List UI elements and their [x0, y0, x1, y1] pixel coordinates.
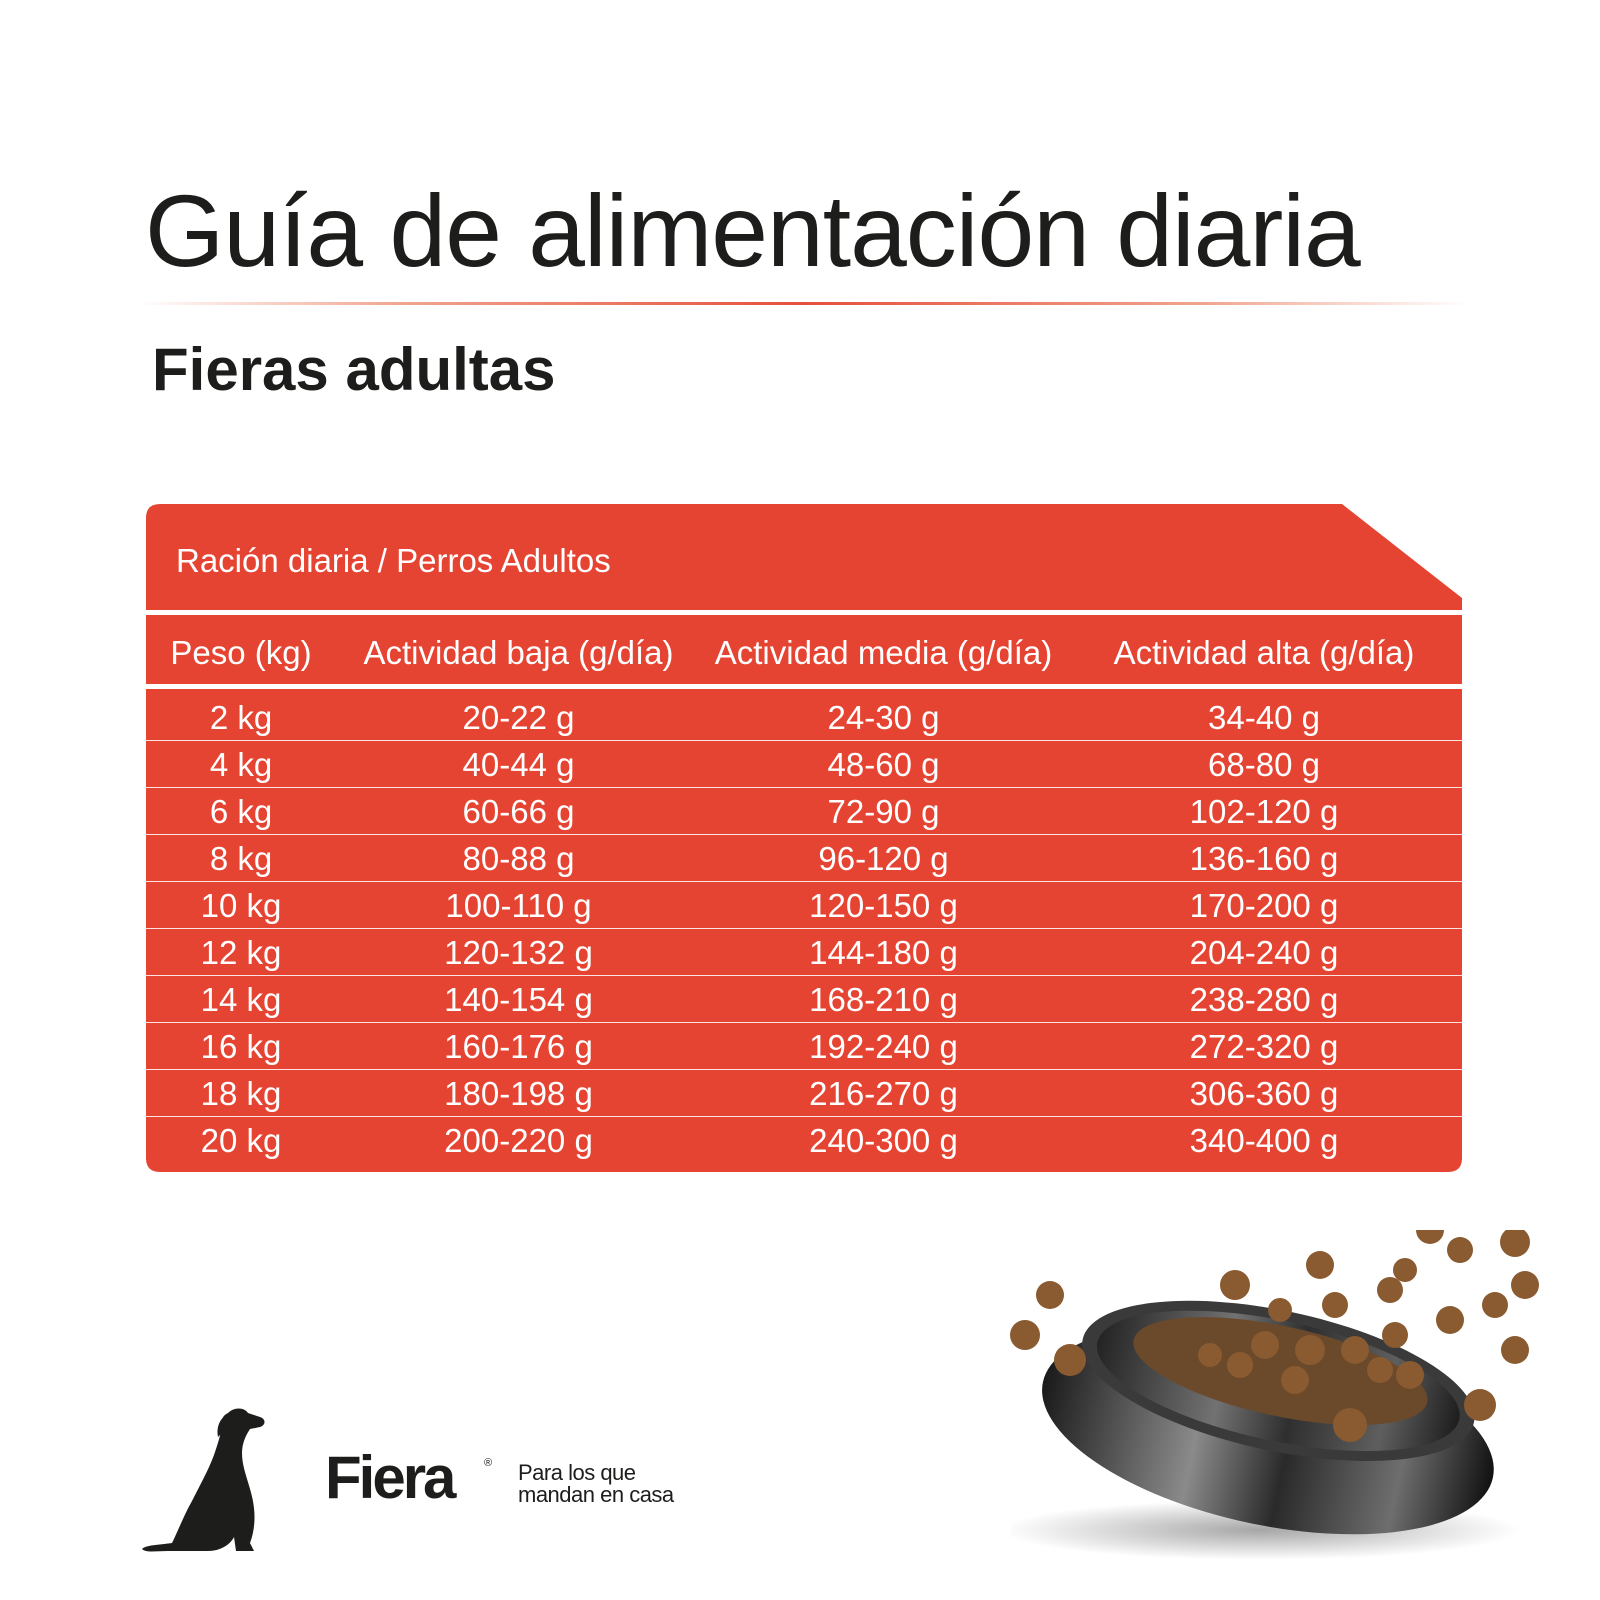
table-row: 10 kg 100-110 g 120-150 g 170-200 g — [146, 882, 1462, 929]
cell-weight: 18 kg — [200, 1074, 282, 1112]
cell-medium-activity: 72-90 g — [827, 792, 940, 830]
table-row: 14 kg 140-154 g 168-210 g 238-280 g — [146, 976, 1462, 1023]
cell-medium-activity: 24-30 g — [827, 698, 940, 736]
page-title: Guía de alimentación diaria — [145, 174, 1361, 288]
cell-weight: 2 kg — [209, 698, 273, 736]
table-row: 8 kg 80-88 g 96-120 g 136-160 g — [146, 835, 1462, 882]
caption-separator — [146, 610, 1462, 615]
cell-weight: 10 kg — [200, 886, 282, 924]
cell-low-activity: 120-132 g — [444, 933, 593, 971]
page-subtitle: Fieras adultas — [152, 336, 556, 403]
cell-high-activity: 102-120 g — [1189, 792, 1339, 830]
table-row: 18 kg 180-198 g 216-270 g 306-360 g — [146, 1070, 1462, 1117]
column-header-medium-activity: Actividad media (g/día) — [714, 633, 1053, 671]
food-bowl-with-kibble-image — [1010, 1230, 1539, 1560]
cell-medium-activity: 96-120 g — [818, 839, 949, 877]
cell-medium-activity: 192-240 g — [809, 1027, 958, 1065]
table-caption: Ración diaria / Perros Adultos — [176, 542, 611, 579]
cell-high-activity: 170-200 g — [1189, 886, 1339, 924]
cell-low-activity: 160-176 g — [444, 1027, 593, 1065]
table-row: 20 kg 200-220 g 240-300 g 340-400 g — [146, 1117, 1462, 1164]
cell-low-activity: 180-198 g — [444, 1074, 593, 1112]
cell-low-activity: 60-66 g — [462, 792, 575, 830]
cell-medium-activity: 144-180 g — [809, 933, 958, 971]
tagline-line-1: Para los que — [518, 1460, 636, 1485]
cell-weight: 14 kg — [200, 980, 282, 1018]
table-row: 12 kg 120-132 g 144-180 g 204-240 g — [146, 929, 1462, 976]
tagline-line-2: mandan en casa — [518, 1482, 674, 1507]
table-header-row: Peso (kg) Actividad baja (g/día) Activid… — [146, 622, 1462, 682]
feeding-table: Ración diaria / Perros Adultos Peso (kg)… — [146, 504, 1462, 1172]
cell-low-activity: 40-44 g — [462, 745, 575, 783]
cell-medium-activity: 168-210 g — [809, 980, 958, 1018]
cell-weight: 8 kg — [209, 839, 273, 877]
column-header-high-activity: Actividad alta (g/día) — [1113, 633, 1415, 671]
brand-tagline: Para los que mandan en casa — [518, 1462, 718, 1506]
cell-low-activity: 140-154 g — [444, 980, 593, 1018]
brand-logo: Fiera — [325, 1444, 456, 1511]
column-header-low-activity: Actividad baja (g/día) — [363, 633, 674, 671]
cell-high-activity: 306-360 g — [1189, 1074, 1339, 1112]
cell-medium-activity: 120-150 g — [809, 886, 958, 924]
table-body: 2 kg 20-22 g 24-30 g 34-40 g 4 kg 40-44 g 48-6… — [146, 694, 1462, 1164]
cell-medium-activity: 240-300 g — [809, 1122, 958, 1159]
cell-weight: 16 kg — [200, 1027, 282, 1065]
title-divider — [138, 302, 1468, 305]
cell-high-activity: 272-320 g — [1189, 1027, 1339, 1065]
cell-weight: 12 kg — [200, 933, 282, 971]
cell-low-activity: 100-110 g — [445, 886, 592, 924]
cell-high-activity: 204-240 g — [1189, 933, 1339, 971]
table-row: 16 kg 160-176 g 192-240 g 272-320 g — [146, 1023, 1462, 1070]
table-row: 4 kg 40-44 g 48-60 g 68-80 g — [146, 741, 1462, 788]
cell-high-activity: 136-160 g — [1189, 839, 1339, 877]
cell-low-activity: 200-220 g — [444, 1122, 593, 1159]
cell-low-activity: 80-88 g — [462, 839, 575, 877]
table-row: 6 kg 60-66 g 72-90 g 102-120 g — [146, 788, 1462, 835]
cell-medium-activity: 216-270 g — [809, 1074, 958, 1112]
registered-mark: ® — [484, 1457, 493, 1469]
cell-low-activity: 20-22 g — [462, 698, 575, 736]
table-row: 2 kg 20-22 g 24-30 g 34-40 g — [146, 694, 1462, 741]
column-header-weight: Peso (kg) — [170, 633, 312, 671]
cell-medium-activity: 48-60 g — [827, 745, 940, 783]
sitting-dog-silhouette-icon — [142, 1408, 265, 1552]
cell-high-activity: 340-400 g — [1189, 1122, 1339, 1159]
cell-high-activity: 34-40 g — [1208, 698, 1320, 736]
cell-weight: 20 kg — [200, 1122, 282, 1159]
cell-weight: 6 kg — [209, 792, 273, 830]
table-background — [146, 504, 1462, 1172]
cell-weight: 4 kg — [209, 745, 273, 783]
header-separator — [146, 684, 1462, 689]
cell-high-activity: 68-80 g — [1208, 745, 1320, 783]
cell-high-activity: 238-280 g — [1189, 980, 1339, 1018]
